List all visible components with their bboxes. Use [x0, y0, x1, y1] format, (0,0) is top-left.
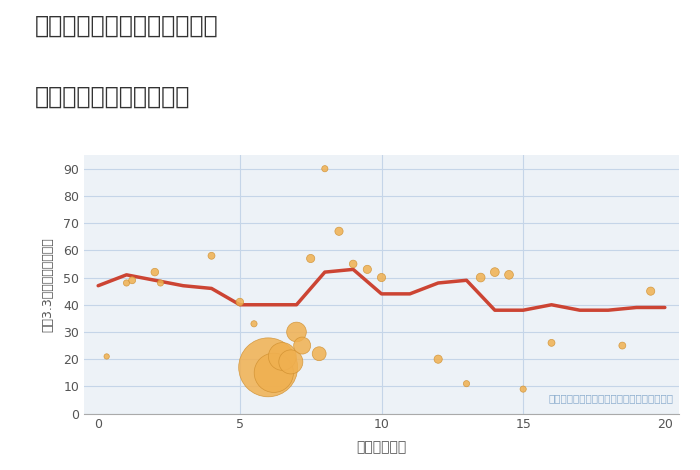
Point	[475, 274, 486, 282]
Point	[362, 266, 373, 273]
Point	[297, 342, 308, 349]
Point	[101, 352, 112, 360]
Point	[276, 352, 288, 360]
Point	[546, 339, 557, 346]
Point	[206, 252, 217, 259]
Point	[433, 355, 444, 363]
Point	[517, 385, 528, 393]
Point	[127, 276, 138, 284]
Point	[314, 350, 325, 358]
Text: 駅距離別中古戸建て価格: 駅距離別中古戸建て価格	[35, 85, 190, 109]
Point	[234, 298, 246, 306]
Point	[461, 380, 472, 387]
Point	[333, 227, 344, 235]
Point	[149, 268, 160, 276]
Point	[319, 165, 330, 172]
Point	[645, 287, 657, 295]
Point	[291, 328, 302, 336]
Point	[305, 255, 316, 262]
Text: 円の大きさは、取引のあった物件面積を示す: 円の大きさは、取引のあった物件面積を示す	[548, 393, 673, 403]
Point	[376, 274, 387, 282]
Point	[348, 260, 359, 268]
Point	[503, 271, 514, 279]
Text: 奈良県磯城郡三宅町上但馬の: 奈良県磯城郡三宅町上但馬の	[35, 14, 218, 38]
Point	[285, 358, 296, 366]
Point	[121, 279, 132, 287]
Point	[489, 268, 500, 276]
X-axis label: 駅距離（分）: 駅距離（分）	[356, 440, 407, 454]
Y-axis label: 坪（3.3㎡）単価（万円）: 坪（3.3㎡）単価（万円）	[42, 237, 55, 332]
Point	[262, 364, 274, 371]
Point	[617, 342, 628, 349]
Point	[268, 369, 279, 376]
Point	[155, 279, 166, 287]
Point	[248, 320, 260, 328]
